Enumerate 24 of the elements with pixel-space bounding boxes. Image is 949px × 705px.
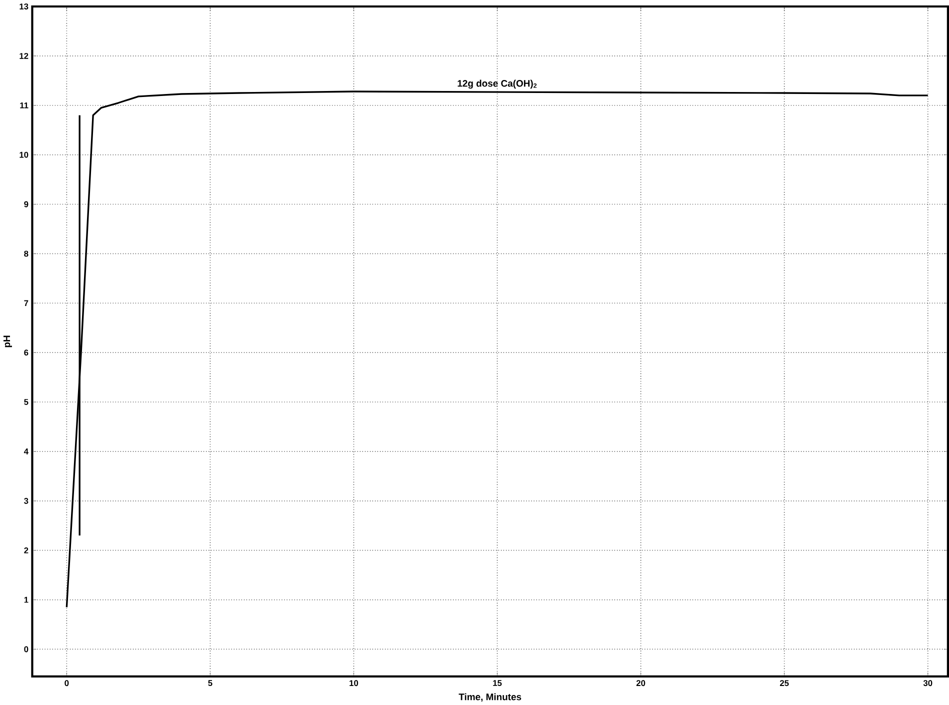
x-tick-label: 30 bbox=[923, 680, 932, 686]
y-tick-label: 7 bbox=[24, 300, 28, 306]
x-tick-label: 0 bbox=[64, 680, 69, 686]
y-tick-label: 9 bbox=[24, 201, 28, 208]
y-tick-label: 10 bbox=[20, 152, 28, 158]
x-tick-label: 25 bbox=[780, 680, 789, 686]
y-tick-label: 12 bbox=[20, 52, 28, 59]
x-tick-label: 15 bbox=[493, 680, 502, 686]
y-tick-label: 6 bbox=[24, 350, 28, 356]
y-axis-title: pH bbox=[3, 336, 12, 348]
y-tick-label: 4 bbox=[24, 448, 28, 454]
y-tick-label: 1 bbox=[24, 596, 28, 603]
y-tick-label: 13 bbox=[20, 3, 28, 10]
y-tick-label: 3 bbox=[24, 498, 28, 504]
annotation: 12g dose Ca(OH)$_{2}$ bbox=[458, 80, 537, 89]
x-tick-label: 5 bbox=[208, 680, 212, 686]
y-tick-label: 8 bbox=[24, 250, 28, 257]
y-tick-label: 5 bbox=[24, 399, 28, 405]
y-tick-label: 11 bbox=[20, 102, 28, 108]
x-tick-label: 20 bbox=[636, 680, 646, 686]
y-tick-label: 0 bbox=[24, 646, 28, 652]
x-tick-label: 10 bbox=[350, 680, 358, 686]
x-axis-title: Time, Minutes bbox=[458, 693, 522, 702]
y-tick-label: 2 bbox=[24, 547, 28, 554]
